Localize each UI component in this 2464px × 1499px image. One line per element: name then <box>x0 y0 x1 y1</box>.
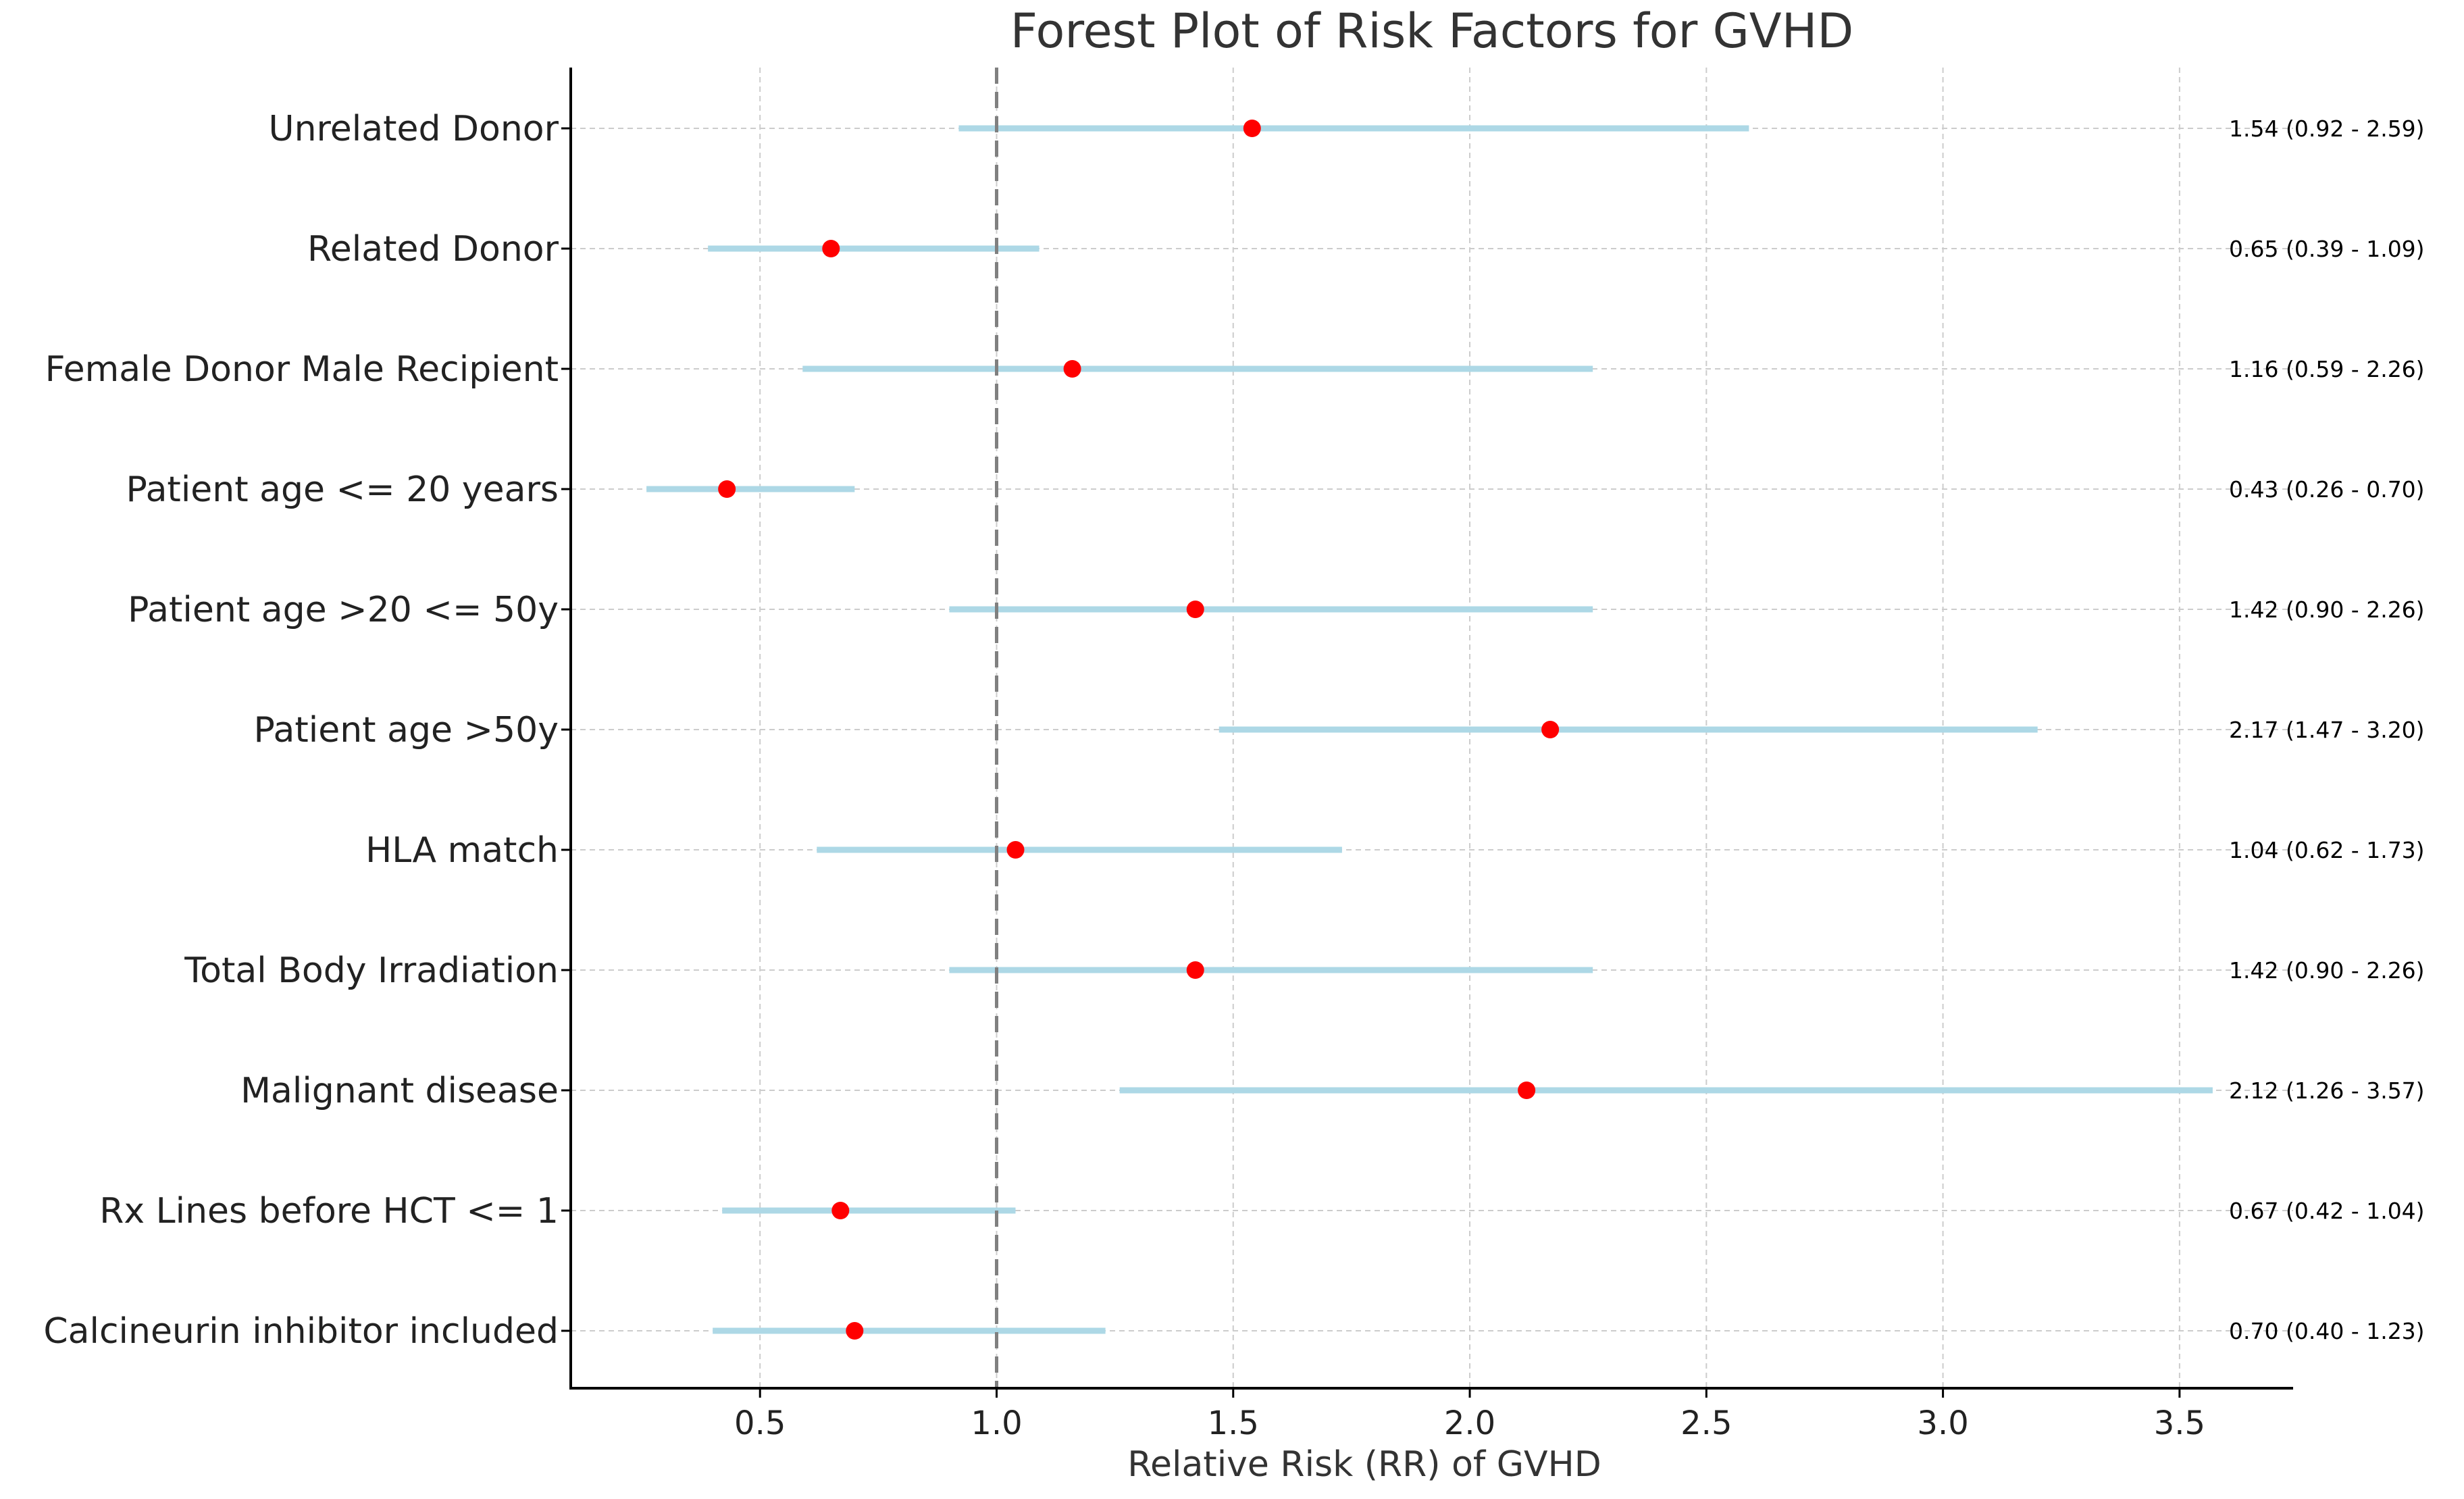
point-estimate <box>831 1202 850 1219</box>
rr-annotation: 0.65 (0.39 - 1.09) <box>2229 236 2425 262</box>
point-estimate <box>1006 841 1025 859</box>
x-tick-label: 1.0 <box>971 1404 1022 1442</box>
rr-annotation: 0.43 (0.26 - 0.70) <box>2229 476 2425 503</box>
category-label: Patient age >50y <box>254 710 559 751</box>
point-estimate <box>1518 1082 1536 1099</box>
category-label: Calcineurin inhibitor included <box>43 1311 559 1352</box>
chart-title: Forest Plot of Risk Factors for GVHD <box>1010 3 1853 59</box>
rr-annotation: 1.04 (0.62 - 1.73) <box>2229 837 2425 863</box>
point-estimate <box>1186 601 1204 618</box>
rr-annotation: 0.67 (0.42 - 1.04) <box>2229 1198 2425 1224</box>
rr-annotation: 1.42 (0.90 - 2.26) <box>2229 957 2425 984</box>
x-tick-label: 3.0 <box>1917 1404 1968 1442</box>
category-label: Patient age <= 20 years <box>126 469 559 510</box>
x-tick-label: 2.5 <box>1680 1404 1732 1442</box>
category-label: Patient age >20 <= 50y <box>128 590 559 630</box>
point-estimate <box>822 240 840 257</box>
category-label: HLA match <box>365 830 559 871</box>
category-label: Female Donor Male Recipient <box>45 349 559 390</box>
rr-annotation: 1.42 (0.90 - 2.26) <box>2229 596 2425 623</box>
point-estimate <box>1063 360 1081 378</box>
x-tick-label: 1.5 <box>1208 1404 1259 1442</box>
point-estimate <box>718 480 736 498</box>
category-label: Total Body Irradiation <box>184 950 559 991</box>
category-label: Rx Lines before HCT <= 1 <box>99 1191 559 1231</box>
axes <box>561 68 2293 1398</box>
point-estimate <box>1541 721 1560 738</box>
annotations: 1.54 (0.92 - 2.59) 0.65 (0.39 - 1.09) 1.16… <box>2229 116 2425 1344</box>
point-estimate <box>846 1322 864 1340</box>
rr-annotation: 0.70 (0.40 - 1.23) <box>2229 1318 2425 1344</box>
rr-annotation: 2.17 (1.47 - 3.20) <box>2229 717 2425 743</box>
category-label: Related Donor <box>307 229 559 270</box>
category-label: Malignant disease <box>240 1071 559 1111</box>
rr-annotation: 2.12 (1.26 - 3.57) <box>2229 1077 2425 1104</box>
confidence-intervals <box>646 125 2213 1334</box>
x-axis-label: Relative Risk (RR) of GVHD <box>1127 1444 1601 1485</box>
x-tick-label: 0.5 <box>734 1404 786 1442</box>
category-label: Unrelated Donor <box>269 109 559 149</box>
x-tick-label: 2.0 <box>1444 1404 1495 1442</box>
x-tick-labels: 0.5 1.0 1.5 2.0 2.5 3.0 3.5 <box>734 1404 2205 1442</box>
point-estimate <box>1186 961 1204 979</box>
rr-annotation: 1.54 (0.92 - 2.59) <box>2229 116 2425 142</box>
point-estimates <box>718 120 1560 1340</box>
point-estimate <box>1243 120 1261 137</box>
x-tick-label: 3.5 <box>2154 1404 2205 1442</box>
category-labels: Unrelated Donor Related Donor Female Donor… <box>43 109 559 1352</box>
rr-annotation: 1.16 (0.59 - 2.26) <box>2229 356 2425 382</box>
